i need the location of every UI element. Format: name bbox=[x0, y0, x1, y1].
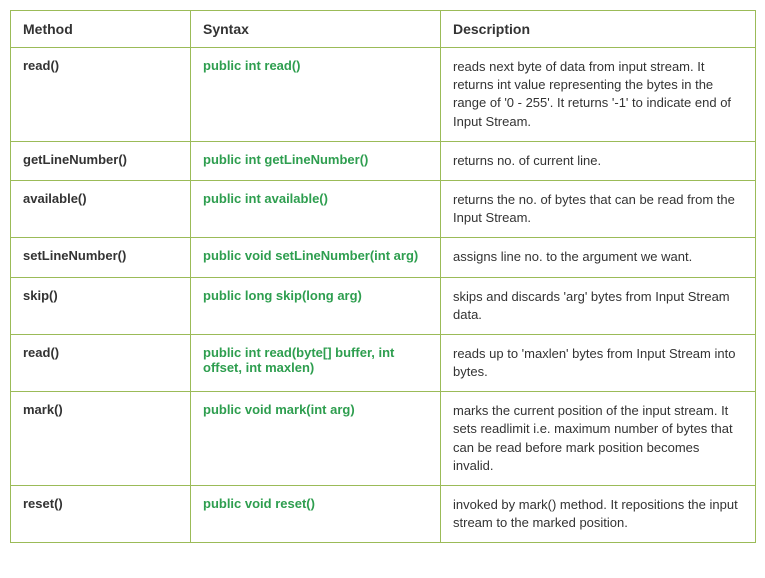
description-cell: reads next byte of data from input strea… bbox=[441, 48, 756, 142]
syntax-cell: public int available() bbox=[191, 180, 441, 237]
table-row: reset() public void reset() invoked by m… bbox=[11, 486, 756, 543]
description-text: assigns line no. to the argument we want… bbox=[453, 249, 692, 264]
description-text: returns no. of current line. bbox=[453, 153, 601, 168]
table-row: available() public int available() retur… bbox=[11, 180, 756, 237]
description-text: marks the current position of the input … bbox=[453, 403, 733, 473]
description-cell: assigns line no. to the argument we want… bbox=[441, 238, 756, 277]
table-row: mark() public void mark(int arg) marks t… bbox=[11, 392, 756, 486]
header-description: Description bbox=[441, 11, 756, 48]
method-name: setLineNumber() bbox=[23, 248, 126, 263]
table-body: read() public int read() reads next byte… bbox=[11, 48, 756, 543]
syntax-cell: public int read() bbox=[191, 48, 441, 142]
method-name: skip() bbox=[23, 288, 58, 303]
header-syntax: Syntax bbox=[191, 11, 441, 48]
method-name: reset() bbox=[23, 496, 63, 511]
table-row: read() public int read(byte[] buffer, in… bbox=[11, 334, 756, 391]
syntax-text: public int read() bbox=[203, 58, 301, 73]
description-text: skips and discards 'arg' bytes from Inpu… bbox=[453, 289, 730, 322]
method-name: available() bbox=[23, 191, 87, 206]
table-row: getLineNumber() public int getLineNumber… bbox=[11, 141, 756, 180]
table-row: read() public int read() reads next byte… bbox=[11, 48, 756, 142]
description-cell: marks the current position of the input … bbox=[441, 392, 756, 486]
description-text: reads up to 'maxlen' bytes from Input St… bbox=[453, 346, 735, 379]
syntax-cell: public int getLineNumber() bbox=[191, 141, 441, 180]
method-cell: available() bbox=[11, 180, 191, 237]
syntax-text: public void mark(int arg) bbox=[203, 402, 355, 417]
methods-table: Method Syntax Description read() public … bbox=[10, 10, 756, 543]
syntax-text: public void reset() bbox=[203, 496, 315, 511]
table-header: Method Syntax Description bbox=[11, 11, 756, 48]
table-row: skip() public long skip(long arg) skips … bbox=[11, 277, 756, 334]
method-name: read() bbox=[23, 58, 59, 73]
syntax-cell: public void reset() bbox=[191, 486, 441, 543]
description-cell: returns the no. of bytes that can be rea… bbox=[441, 180, 756, 237]
syntax-text: public int read(byte[] buffer, int offse… bbox=[203, 345, 394, 375]
method-cell: setLineNumber() bbox=[11, 238, 191, 277]
method-cell: mark() bbox=[11, 392, 191, 486]
syntax-text: public long skip(long arg) bbox=[203, 288, 362, 303]
syntax-cell: public void mark(int arg) bbox=[191, 392, 441, 486]
description-cell: returns no. of current line. bbox=[441, 141, 756, 180]
description-text: returns the no. of bytes that can be rea… bbox=[453, 192, 735, 225]
syntax-text: public int available() bbox=[203, 191, 328, 206]
method-cell: getLineNumber() bbox=[11, 141, 191, 180]
description-cell: skips and discards 'arg' bytes from Inpu… bbox=[441, 277, 756, 334]
syntax-cell: public void setLineNumber(int arg) bbox=[191, 238, 441, 277]
header-row: Method Syntax Description bbox=[11, 11, 756, 48]
syntax-cell: public long skip(long arg) bbox=[191, 277, 441, 334]
method-cell: read() bbox=[11, 334, 191, 391]
description-cell: invoked by mark() method. It repositions… bbox=[441, 486, 756, 543]
method-name: getLineNumber() bbox=[23, 152, 127, 167]
header-method: Method bbox=[11, 11, 191, 48]
table-row: setLineNumber() public void setLineNumbe… bbox=[11, 238, 756, 277]
syntax-text: public void setLineNumber(int arg) bbox=[203, 248, 418, 263]
description-cell: reads up to 'maxlen' bytes from Input St… bbox=[441, 334, 756, 391]
method-cell: reset() bbox=[11, 486, 191, 543]
method-cell: read() bbox=[11, 48, 191, 142]
syntax-text: public int getLineNumber() bbox=[203, 152, 368, 167]
description-text: reads next byte of data from input strea… bbox=[453, 59, 731, 129]
description-text: invoked by mark() method. It repositions… bbox=[453, 497, 738, 530]
syntax-cell: public int read(byte[] buffer, int offse… bbox=[191, 334, 441, 391]
method-name: read() bbox=[23, 345, 59, 360]
method-name: mark() bbox=[23, 402, 63, 417]
method-cell: skip() bbox=[11, 277, 191, 334]
